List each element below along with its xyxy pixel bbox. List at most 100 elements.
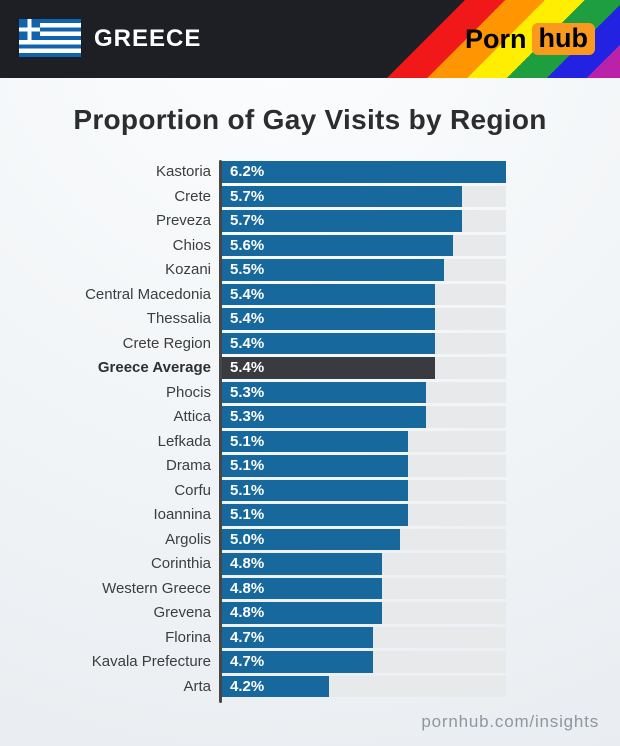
row-label: Greece Average (97, 359, 211, 376)
row-label: Attica (173, 408, 211, 425)
bar: 5.5% (222, 259, 444, 281)
bar-value-label: 5.3% (230, 408, 265, 426)
bar: 5.4% (222, 283, 435, 305)
country-label: GREECE (94, 25, 202, 52)
row-label: Florina (165, 628, 211, 646)
chart-row: Florina 4.7% (0, 626, 620, 648)
bar: 5.4% (222, 357, 435, 379)
chart-row: Kozani 5.5% (0, 259, 620, 281)
bar-value-label: 5.4% (230, 359, 265, 377)
chart-row: Central Macedonia 5.4% (0, 283, 620, 305)
bar-track: 5.7% (222, 210, 506, 232)
bar: 5.1% (222, 479, 409, 501)
row-label: Western Greece (102, 579, 211, 597)
bar-track: 5.4% (222, 332, 506, 354)
bar-track: 5.1% (222, 455, 506, 477)
chart-row: Arta 4.2% (0, 675, 620, 697)
bar: 5.1% (222, 430, 409, 452)
row-label: Preveza (155, 212, 211, 229)
row-label: Grevena (153, 604, 211, 621)
bar: 5.3% (222, 406, 427, 428)
row-label: Crete (174, 187, 211, 205)
bar-value-label: 5.7% (230, 187, 265, 205)
row-label: Arta (183, 677, 211, 695)
bar-track: 5.1% (222, 479, 506, 501)
chart-row: Phocis 5.3% (0, 381, 620, 403)
bar-track: 4.8% (222, 553, 506, 575)
row-label: Chios (172, 236, 211, 254)
chart-row: Thessalia 5.4% (0, 308, 620, 330)
bar-track: 5.4% (222, 357, 506, 379)
row-label: Thessalia (146, 310, 211, 327)
chart-row: Argolis 5.0% (0, 528, 620, 550)
bar-track: 5.4% (222, 308, 506, 330)
row-label: Lefkada (157, 432, 211, 450)
bar-track: 5.1% (222, 504, 506, 526)
bar: 4.8% (222, 577, 382, 599)
row-label: Ioannina (153, 506, 211, 523)
bar: 5.4% (222, 308, 435, 330)
row-label: Central Macedonia (85, 285, 211, 303)
chart-row: Corinthia 4.8% (0, 553, 620, 575)
bar: 4.8% (222, 553, 382, 575)
row-label: Crete Region (122, 334, 211, 352)
chart-title: Proportion of Gay Visits by Region (73, 104, 547, 135)
bar-track: 5.3% (222, 381, 506, 403)
chart-row: Crete Region 5.4% (0, 332, 620, 354)
row-label: Drama (165, 457, 211, 474)
bar-track: 5.0% (222, 528, 506, 550)
bar-chart: Kastoria 6.2% Crete 5.7% Preveza 5.7% Chios 5.6… (0, 160, 620, 703)
bar-value-label: 4.8% (230, 604, 265, 622)
chart-row: Corfu 5.1% (0, 479, 620, 501)
bar-value-label: 5.4% (230, 310, 265, 328)
bar-value-label: 6.2% (230, 163, 265, 181)
bar-value-label: 5.6% (230, 236, 265, 254)
bar-value-label: 4.7% (230, 653, 265, 671)
chart-row: Crete 5.7% (0, 185, 620, 207)
row-label: Corfu (174, 481, 211, 499)
chart-row: Kastoria 6.2% (0, 161, 620, 183)
chart-row: Grevena 4.8% (0, 602, 620, 624)
bar: 6.2% (222, 161, 506, 183)
header-banner: GREECE Porn hub (0, 0, 620, 78)
bar-track: 5.6% (222, 234, 506, 256)
bar-value-label: 4.7% (230, 628, 265, 646)
bar-track: 5.5% (222, 259, 506, 281)
bar-value-label: 5.0% (230, 530, 265, 548)
bar: 5.1% (222, 504, 409, 526)
row-label: Kozani (165, 261, 211, 278)
bar-track: 5.4% (222, 283, 506, 305)
chart-row: Western Greece 4.8% (0, 577, 620, 599)
chart-row: Attica 5.3% (0, 406, 620, 428)
row-label: Argolis (165, 530, 211, 548)
bar: 5.1% (222, 455, 409, 477)
greece-flag-icon (19, 19, 81, 57)
chart-row: Preveza 5.7% (0, 210, 620, 232)
bar-value-label: 5.1% (230, 432, 265, 450)
bar-value-label: 5.1% (230, 506, 265, 524)
chart-row: Ioannina 5.1% (0, 504, 620, 526)
bar: 5.3% (222, 381, 427, 403)
logo-porn-text: Porn (465, 23, 527, 54)
bar-value-label: 5.4% (230, 285, 265, 303)
row-label: Phocis (165, 383, 211, 401)
bar-track: 4.8% (222, 577, 506, 599)
bar-value-label: 5.5% (230, 261, 265, 279)
bar: 5.7% (222, 185, 462, 207)
bar: 5.0% (222, 528, 400, 550)
flag-cross-canton (19, 19, 40, 40)
footer-url: pornhub.com/insights (421, 712, 599, 731)
bar-value-label: 4.2% (230, 677, 265, 695)
bar-value-label: 5.1% (230, 481, 265, 499)
bar-value-label: 4.8% (230, 579, 265, 597)
bar: 4.8% (222, 602, 382, 624)
bar-track: 4.8% (222, 602, 506, 624)
bar-value-label: 5.7% (230, 212, 265, 230)
bar: 5.4% (222, 332, 435, 354)
chart-row: Lefkada 5.1% (0, 430, 620, 452)
row-label: Kavala Prefecture (91, 653, 211, 670)
pornhub-logo: Porn hub (465, 0, 595, 78)
chart-row: Chios 5.6% (0, 234, 620, 256)
bar-track: 4.2% (222, 675, 506, 697)
